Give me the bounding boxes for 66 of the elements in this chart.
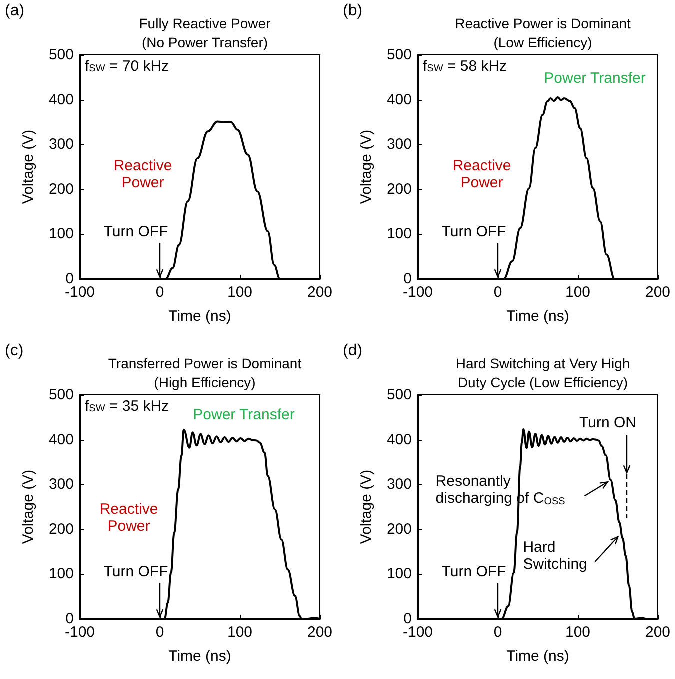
annotation: Hard Switching [523,538,588,573]
x-tick-label: 0 [156,624,164,641]
annotation: Turn OFF [442,224,506,240]
y-tick-label: 100 [48,566,74,583]
x-tick-label: 200 [307,624,333,641]
x-axis-title: Time (ns) [506,308,570,325]
text: (b) [343,2,363,20]
x-tick-label: 200 [307,284,333,301]
chart-title: Hard Switching at Very High [456,356,630,372]
y-tick-label: 300 [48,476,74,494]
x-tick-label: 0 [494,624,502,641]
chart-title: Fully Reactive Power [139,16,272,32]
y-axis-title: Voltage (V) [20,130,37,204]
y-axis-title: Voltage (V) [358,130,375,204]
x-axis-title: Time (ns) [168,648,232,665]
annotation: Turn OFF [104,224,168,240]
x-tick-label: 200 [645,624,671,641]
y-tick-label: 100 [386,226,412,243]
y-tick-label: 200 [386,180,412,198]
x-tick-label: 100 [227,284,253,301]
y-axis-title: Voltage (V) [20,470,37,544]
x-tick-label: 100 [565,284,591,301]
y-tick-label: 500 [386,46,412,64]
annotation: fSW = 35 kHz [85,398,170,415]
y-tick-label: 100 [386,566,412,583]
y-tick-label: 200 [48,520,74,538]
y-tick-label: 500 [48,46,74,64]
annotation: Turn ON [580,414,636,432]
y-tick-label: 200 [48,180,74,198]
x-axis-title: Time (ns) [506,648,570,665]
annotation: Reactive Power [114,157,172,192]
annotation: Reactive Power [452,157,512,192]
annotation: Power Transfer [544,70,646,87]
text: (c) [5,342,24,360]
x-tick-label: 0 [156,284,164,301]
x-tick-label: 100 [565,624,591,641]
y-tick-label: 300 [386,476,412,494]
y-tick-label: 100 [48,226,74,243]
y-axis-title: Voltage (V) [358,470,375,544]
text: (d) [343,342,363,360]
chart-subtitle: (No Power Transfer) [142,34,268,50]
text: (a) [5,2,25,20]
x-tick-label: 100 [227,624,253,641]
chart-subtitle: (High Efficiency) [154,374,256,390]
chart-subtitle: Duty Cycle (Low Efficiency) [458,374,628,390]
chart-subtitle: (Low Efficiency) [494,34,592,50]
y-tick-label: 300 [386,136,412,154]
y-tick-label: 400 [48,431,74,448]
annotation: Turn OFF [104,564,168,580]
x-axis-title: Time (ns) [168,308,232,325]
y-tick-label: 400 [386,431,412,448]
y-tick-label: 400 [386,91,412,108]
chart-title: Transferred Power is Dominant [108,356,302,372]
x-tick-label: 0 [494,284,502,301]
y-tick-label: 400 [48,91,74,108]
x-tick-label: 200 [645,284,671,301]
annotation: fSW = 58 kHz [423,58,508,75]
annotation: Turn OFF [442,564,506,580]
annotation: fSW = 70 kHz [85,58,170,75]
y-tick-label: 500 [48,386,74,404]
annotation: Power Transfer [193,406,295,424]
y-tick-label: 300 [48,136,74,154]
chart-title: Reactive Power is Dominant [455,16,632,32]
y-tick-label: 500 [386,386,412,404]
y-tick-label: 200 [386,520,412,538]
annotation: Reactive Power [100,500,158,535]
